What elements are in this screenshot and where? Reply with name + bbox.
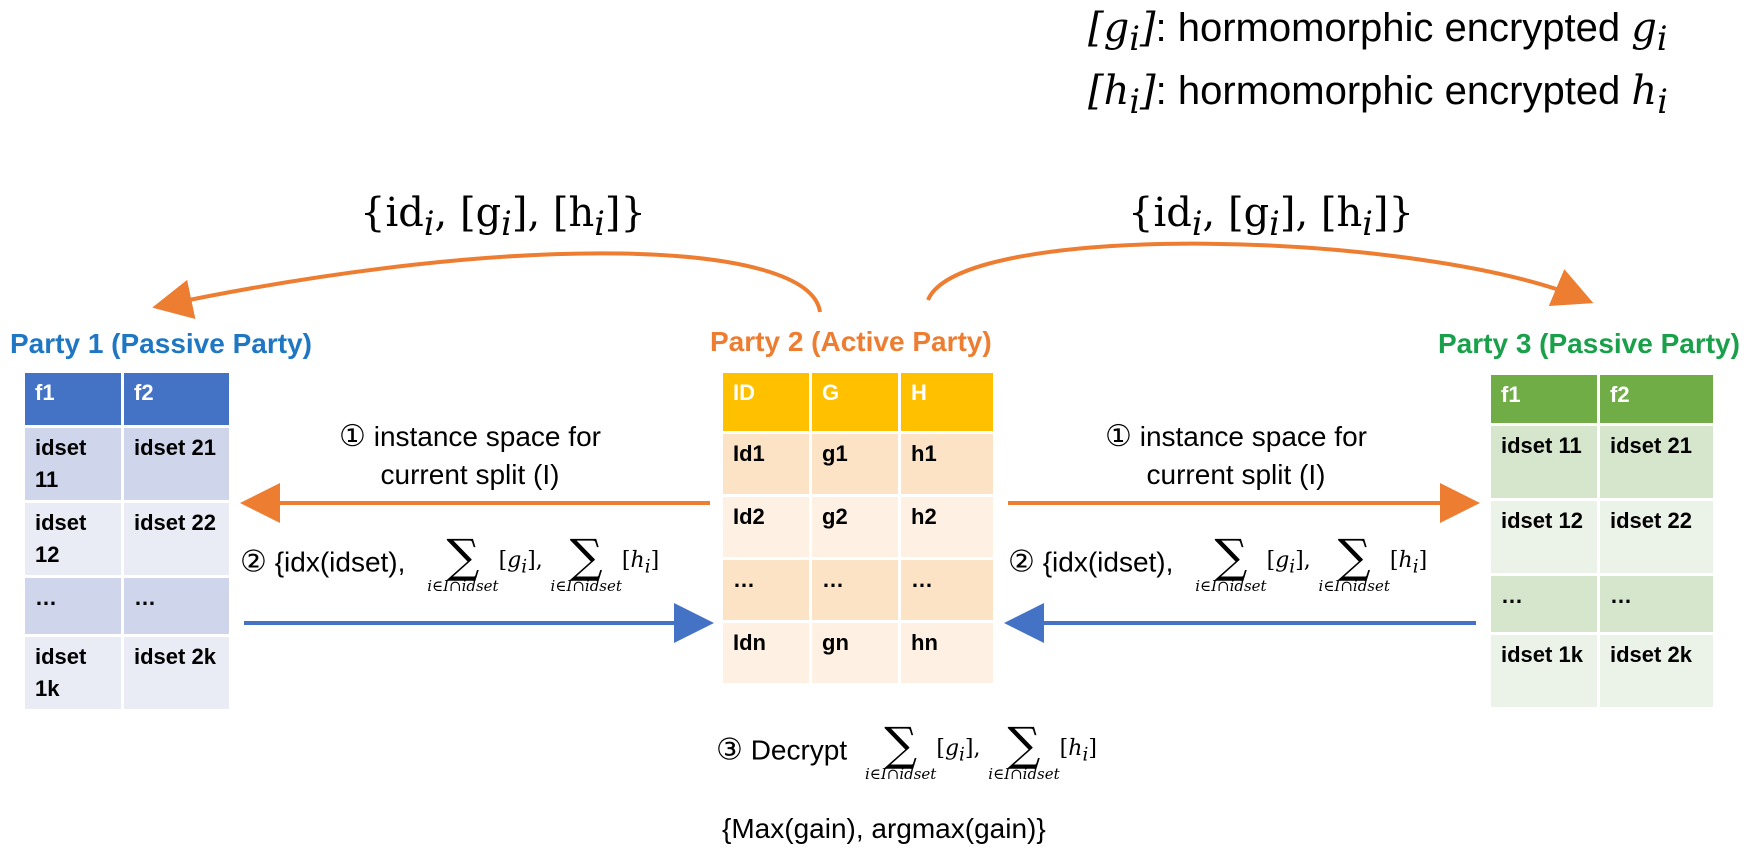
party2-table: ID G H Id1 g1 h1 Id2 g2 h2 … … … Idn gn … [720, 370, 996, 686]
party1-header-f1: f1 [25, 373, 121, 425]
top-label-right: {idi, [gi], [hi]} [1128, 190, 1414, 243]
party2-cell: Id1 [723, 434, 809, 494]
step1-label-right: ① instance space for current split (I) [1105, 420, 1367, 490]
party3-cell: idset 12 [1491, 501, 1597, 573]
party3-cell: … [1600, 576, 1713, 632]
party1-cell: idset 12 [25, 503, 121, 575]
step2-label-left: ② {idx(idset), ∑ i∈I∩idset [gi], ∑ i∈I∩idse… [240, 529, 660, 595]
result-label: {Max(gain), argmax(gain)} [722, 813, 1046, 844]
legend-g: [gi]: hormomorphic encrypted gi [1088, 5, 1668, 58]
party1-header-f2: f2 [124, 373, 229, 425]
party2-header-g: G [812, 373, 898, 431]
party3-header-f2: f2 [1600, 375, 1713, 423]
top-label-left: {idi, [gi], [hi]} [360, 190, 646, 243]
party1-cell: … [25, 578, 121, 634]
party1-title: Party 1 (Passive Party) [10, 328, 312, 359]
step2-label-right: ② {idx(idset), ∑ i∈I∩idset [gi], ∑ i∈I∩idse… [1008, 529, 1428, 595]
party3-cell: … [1491, 576, 1597, 632]
party2-cell: g1 [812, 434, 898, 494]
party2-cell: … [723, 560, 809, 620]
party3-header-f1: f1 [1491, 375, 1597, 423]
party2-cell: Id2 [723, 497, 809, 557]
party1-cell: idset 2k [124, 637, 229, 709]
party3-table: f1 f2 idset 11 idset 21 idset 12 idset 2… [1488, 372, 1716, 710]
party2-cell: h1 [901, 434, 993, 494]
party2-cell: … [901, 560, 993, 620]
step3-label: ③ Decrypt ∑ i∈I∩idset [gi], ∑ i∈I∩idset [hi] [716, 717, 1097, 783]
party2-cell: h2 [901, 497, 993, 557]
party3-cell: idset 22 [1600, 501, 1713, 573]
party1-cell: idset 22 [124, 503, 229, 575]
party3-cell: idset 11 [1491, 426, 1597, 498]
legend-h: [hi]: hormomorphic encrypted hi [1088, 68, 1668, 121]
party2-header-h: H [901, 373, 993, 431]
party3-cell: idset 2k [1600, 635, 1713, 707]
party1-table: f1 f2 idset 11 idset 21 idset 12 idset 2… [22, 370, 232, 712]
party3-cell: idset 1k [1491, 635, 1597, 707]
party1-cell: idset 11 [25, 428, 121, 500]
party2-header-id: ID [723, 373, 809, 431]
party3-cell: idset 21 [1600, 426, 1713, 498]
party1-cell: … [124, 578, 229, 634]
party2-cell: … [812, 560, 898, 620]
arc-arrow-left [152, 251, 822, 319]
legend: [gi]: hormomorphic encrypted gi [hi]: ho… [1088, 2, 1668, 128]
party1-cell: idset 1k [25, 637, 121, 709]
party2-cell: Idn [723, 623, 809, 683]
party2-cell: hn [901, 623, 993, 683]
step1-label-left: ① instance space for current split (I) [339, 420, 601, 490]
party2-cell: g2 [812, 497, 898, 557]
party3-title: Party 3 (Passive Party) [1438, 328, 1740, 359]
party2-cell: gn [812, 623, 898, 683]
party2-title: Party 2 (Active Party) [710, 326, 992, 357]
arc-arrow-right [926, 241, 1594, 307]
party1-cell: idset 21 [124, 428, 229, 500]
